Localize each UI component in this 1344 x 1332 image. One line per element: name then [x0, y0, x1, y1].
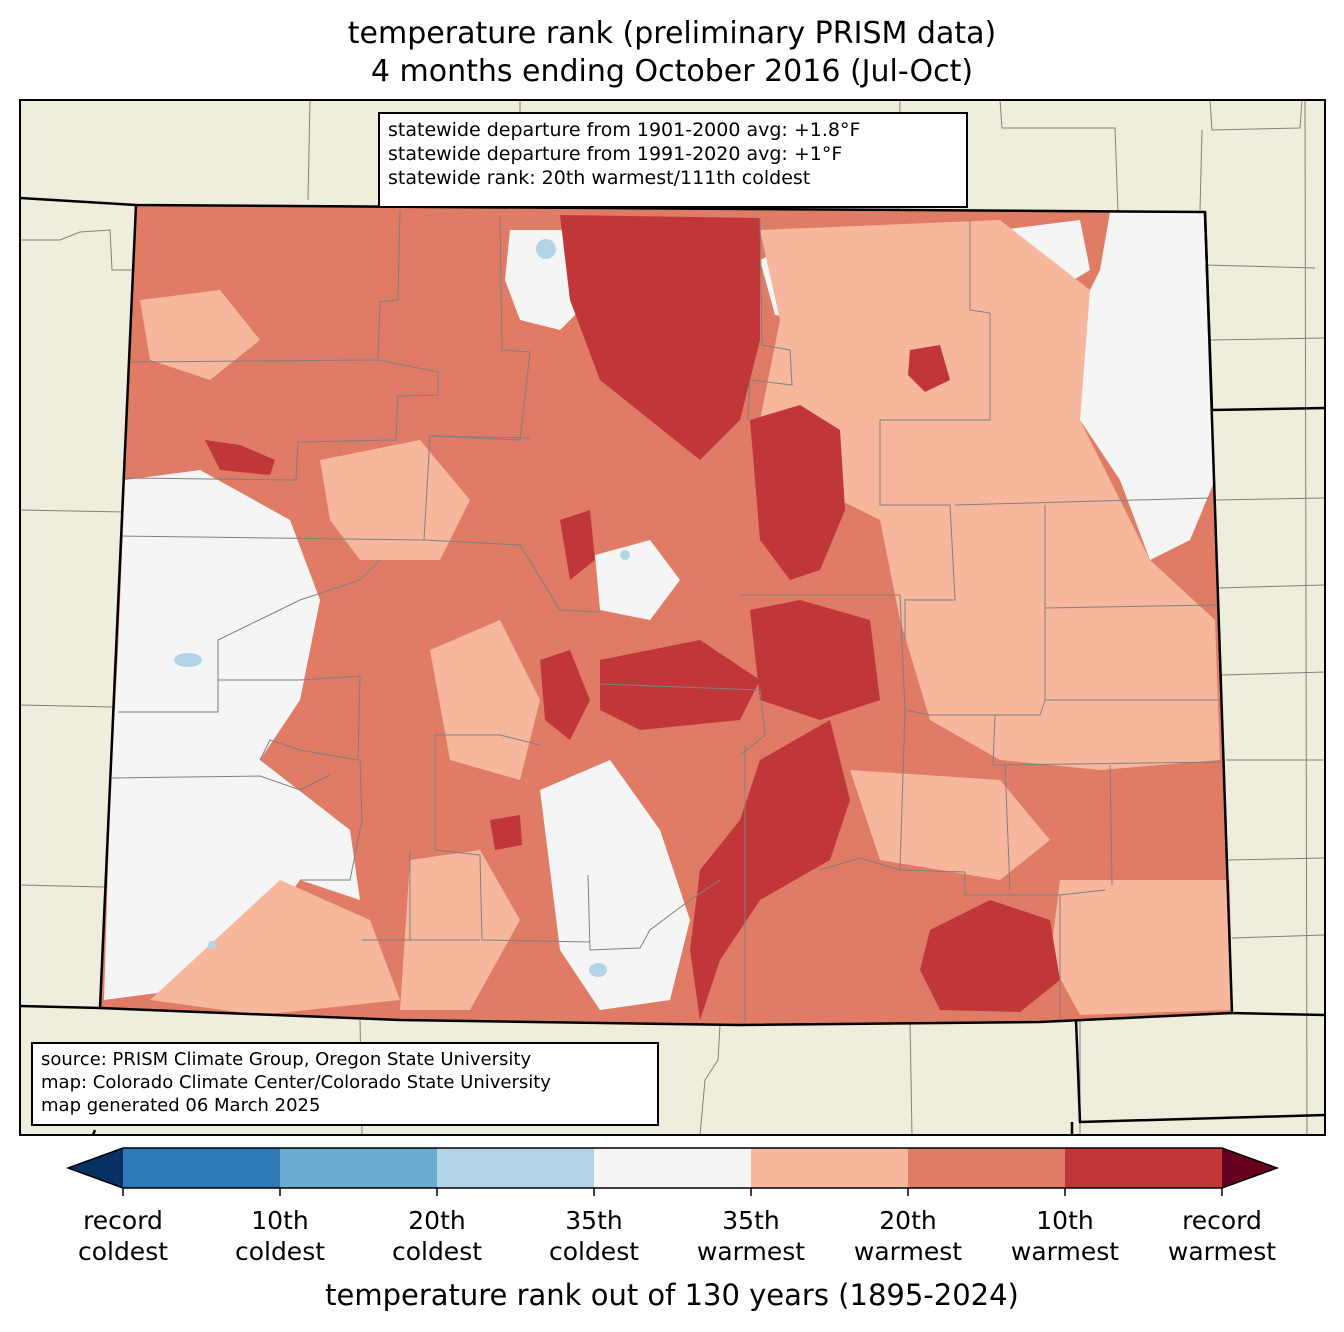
colorbar-tick-label: 35th coldest: [514, 1205, 674, 1267]
colorbar-tick-label-rank: record: [1182, 1206, 1262, 1235]
colorbar-tick-label-direction: coldest: [391, 1237, 483, 1266]
colorbar-bin: [123, 1148, 281, 1188]
colorbar-bin: [908, 1148, 1066, 1188]
map-frame: [19, 99, 1326, 1136]
map-title-line1: temperature rank (preliminary PRISM data…: [347, 16, 997, 51]
colorbar-tick-label: 20th coldest: [357, 1205, 517, 1267]
stats-line-1991: statewide departure from 1991-2020 avg: …: [388, 143, 843, 165]
colorado-county-lines: [111, 209, 1226, 1022]
colorbar-bin: [280, 1148, 438, 1188]
warm-20th-regions: [140, 220, 1232, 1015]
statewide-stats-box: statewide departure from 1901-2000 avg: …: [378, 112, 968, 208]
colorbar-tick-label: 35th warmest: [671, 1205, 831, 1267]
colorbar-extend-cold: [68, 1148, 123, 1188]
colorbar-tick-label-direction: coldest: [234, 1237, 326, 1266]
colorbar-tick-label-rank: record: [83, 1206, 163, 1235]
colorbar-bin: [594, 1148, 752, 1188]
warm-10th-regions: [205, 215, 1060, 1020]
source-line-generated: map generated 06 March 2025: [41, 1095, 321, 1116]
colorbar-bin: [437, 1148, 595, 1188]
source-line-prism: source: PRISM Climate Group, Oregon Stat…: [41, 1049, 532, 1070]
colorbar-tick-label-rank: 10th: [251, 1206, 309, 1235]
colorbar-tick-label-direction: warmest: [1010, 1237, 1120, 1266]
colorbar-tick-label: record coldest: [43, 1205, 203, 1267]
colorbar-tick-label-rank: 20th: [408, 1206, 466, 1235]
state-borders: [19, 196, 1326, 1136]
stats-line-1901: statewide departure from 1901-2000 avg: …: [388, 119, 861, 141]
colorbar-tick-label-direction: coldest: [548, 1237, 640, 1266]
colorbar-tick-label-rank: 10th: [1036, 1206, 1094, 1235]
colorbar-tick-label: 10th coldest: [200, 1205, 360, 1267]
source-line-map: map: Colorado Climate Center/Colorado St…: [41, 1072, 551, 1093]
colorbar-tick-label: 10th warmest: [985, 1205, 1145, 1267]
colorbar-bin: [1065, 1148, 1223, 1188]
colorbar-tick-label-rank: 20th: [879, 1206, 937, 1235]
stats-line-rank: statewide rank: 20th warmest/111th colde…: [388, 167, 811, 189]
colorbar-tick-label-direction: warmest: [696, 1237, 806, 1266]
colorbar-bin: [751, 1148, 909, 1188]
colorbar-tick-label-rank: 35th: [565, 1206, 623, 1235]
colorbar-title: temperature rank out of 130 years (1895-…: [325, 1278, 1019, 1312]
colorbar-tick-label: record warmest: [1142, 1205, 1302, 1267]
colorbar-extend-warm: [1222, 1148, 1277, 1188]
map-title-line2: 4 months ending October 2016 (Jul-Oct): [370, 54, 974, 89]
cold-35th-spots: [174, 239, 630, 977]
colorbar-tick-label-rank: 35th: [722, 1206, 780, 1235]
colorbar: [65, 1147, 1280, 1196]
source-box: source: PRISM Climate Group, Oregon Stat…: [31, 1042, 659, 1126]
colorbar-tick-label-direction: coldest: [77, 1237, 169, 1266]
colorbar-tick-label-direction: warmest: [853, 1237, 963, 1266]
colorbar-tick-label: 20th warmest: [828, 1205, 988, 1267]
colorbar-tick-label-direction: warmest: [1167, 1237, 1277, 1266]
